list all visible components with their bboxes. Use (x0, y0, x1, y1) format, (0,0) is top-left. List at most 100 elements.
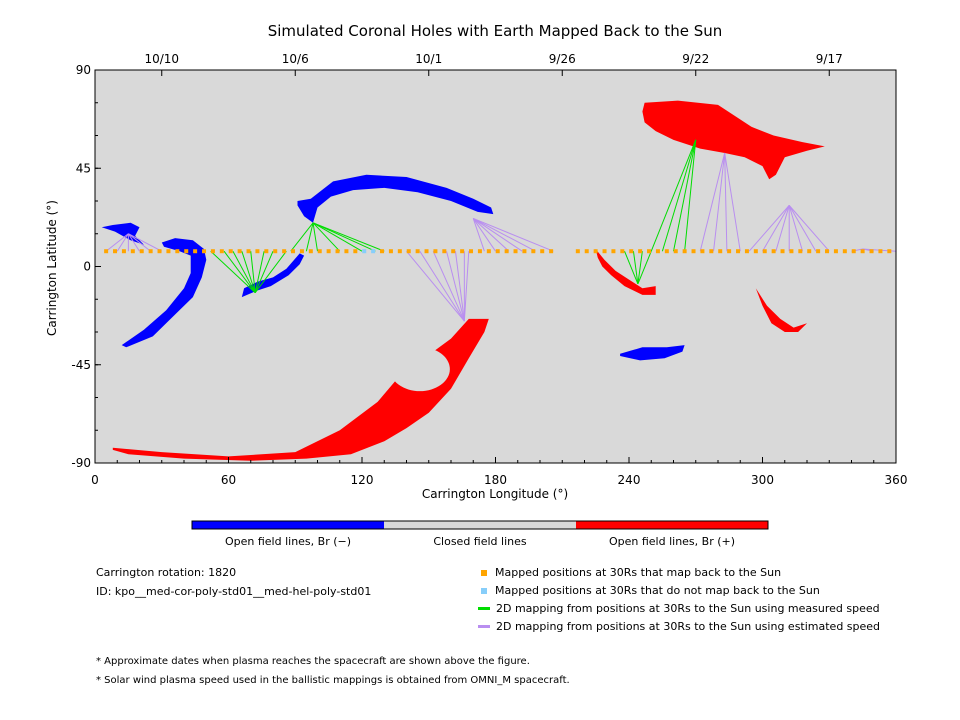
mapping-line-estimated-8-4 (128, 233, 151, 252)
legend-label-mapped: Mapped positions at 30Rs that map back t… (495, 566, 782, 579)
mapped-position-point (113, 249, 118, 254)
colorbar-closed (384, 521, 576, 529)
mapping-line-measured-1-3 (312, 222, 341, 252)
mapping-line-measured-4-3 (637, 251, 652, 285)
mapped-position-point (380, 249, 385, 254)
date-tick-label-5: 9/17 (816, 52, 843, 66)
mapping-line-estimated-8-3 (127, 233, 140, 252)
mapped-position-point (157, 249, 162, 254)
mapped-position-point (860, 249, 865, 254)
date-tick-label-3: 9/26 (549, 52, 576, 66)
mapping-line-measured-1-6 (312, 222, 385, 252)
mapped-position-point (326, 249, 331, 254)
mapped-position-point (166, 249, 171, 254)
mapping-line-measured-0-6 (254, 251, 274, 293)
legend-item-mapped: Mapped positions at 30Rs that map back t… (478, 566, 781, 579)
mapped-position-point (789, 249, 794, 254)
x-tick-label-6: 360 (885, 473, 908, 487)
mapping-line-measured-4-1 (632, 251, 639, 285)
mapped-position-point (397, 249, 402, 254)
mapping-line-measured-0-2 (232, 250, 256, 293)
colorbar-positive (576, 521, 768, 529)
coronal-holes-layer (101, 100, 825, 461)
mapped-position-point (887, 249, 892, 254)
mapped-position-point (273, 249, 278, 254)
mapping-line-measured-0-4 (250, 251, 256, 293)
mapped-position-point (664, 249, 669, 254)
mapped-position-point (130, 249, 135, 254)
mapped-position-point (691, 249, 696, 254)
y-axis-label: Carrington Latitude (°) (45, 200, 59, 336)
carrington-rotation-text: Carrington rotation: 1820 (96, 566, 237, 579)
mapped-points-layer (104, 249, 892, 254)
x-axis-label: Carrington Longitude (°) (422, 487, 568, 501)
footnote-speed: * Solar wind plasma speed used in the ba… (96, 675, 570, 686)
mapping-line-estimated-7-5 (788, 205, 817, 252)
legend-swatch-measured (478, 607, 490, 610)
legend-label-unmapped: Mapped positions at 30Rs that do not map… (495, 584, 820, 597)
mapped-position-point (584, 249, 589, 254)
mapping-line-measured-0-0 (210, 250, 256, 294)
mapping-line-measured-0-5 (254, 251, 265, 293)
legend-item-estimated: 2D mapping from positions at 30Rs to the… (478, 620, 880, 633)
mapped-position-point (718, 249, 723, 254)
mapping-line-measured-1-1 (305, 222, 314, 252)
coronal-hole-negative-0 (101, 222, 144, 245)
mapping-line-estimated-2-0 (406, 250, 465, 322)
mapping-line-estimated-3-5 (473, 218, 554, 252)
mapping-lines-layer (105, 139, 897, 322)
colorbar-label-negative: Open field lines, Br (−) (225, 535, 351, 548)
mapping-line-estimated-6-0 (699, 152, 726, 252)
mapped-position-point (486, 249, 491, 254)
mapping-line-estimated-2-6 (463, 251, 470, 322)
mapping-line-measured-5-1 (661, 139, 697, 252)
mapped-position-point (504, 249, 509, 254)
mapping-line-measured-1-4 (312, 222, 363, 252)
colorbar-frame (191, 520, 769, 530)
coronal-hole-positive-7 (642, 100, 825, 180)
mapped-position-point (522, 249, 527, 254)
mapped-position-point (308, 249, 313, 254)
mapped-position-point (673, 249, 678, 254)
mapped-position-point (647, 249, 652, 254)
mapping-line-estimated-6-2 (724, 152, 728, 252)
mapped-position-point (771, 249, 776, 254)
mapping-line-measured-0-3 (241, 251, 256, 293)
mapped-position-point (842, 249, 847, 254)
closed-field-island (389, 347, 450, 392)
mapping-line-estimated-6-1 (713, 152, 726, 252)
unmapped-position-point (362, 249, 367, 254)
mapping-line-estimated-7-2 (775, 205, 790, 252)
mapped-position-point (700, 249, 705, 254)
mapped-position-point (353, 249, 358, 254)
mapped-position-point (264, 249, 269, 254)
mapped-position-point (282, 249, 287, 254)
unmapped-position-point (371, 249, 376, 254)
mapping-line-measured-5-0 (650, 139, 697, 252)
mapped-position-point (798, 249, 803, 254)
mapped-position-point (246, 249, 251, 254)
y-tick-label-4: 90 (76, 63, 91, 77)
mapped-position-point (121, 249, 126, 254)
mapped-position-point (237, 249, 242, 254)
mapped-position-point (780, 249, 785, 254)
mapping-line-estimated-7-1 (762, 205, 790, 252)
mapping-line-estimated-8-5 (128, 233, 162, 252)
mapping-line-measured-1-0 (290, 222, 314, 252)
mapped-position-point (210, 249, 215, 254)
mapping-line-measured-0-1 (223, 250, 256, 294)
mapped-position-point (202, 249, 207, 254)
coronal-hole-negative-1 (121, 238, 207, 348)
colorbar-negative (192, 521, 384, 529)
mapped-position-point (540, 249, 545, 254)
legend-label-estimated: 2D mapping from positions at 30Rs to the… (496, 620, 881, 633)
legend-item-unmapped: Mapped positions at 30Rs that do not map… (478, 584, 820, 597)
mapped-position-point (406, 249, 411, 254)
footnote-dates: * Approximate dates when plasma reaches … (96, 656, 530, 667)
colorbar-label-positive: Open field lines, Br (+) (609, 535, 735, 548)
mapped-position-point (388, 249, 393, 254)
mapped-position-point (727, 249, 732, 254)
mapped-position-point (593, 249, 598, 254)
mapping-line-estimated-3-1 (472, 218, 496, 252)
